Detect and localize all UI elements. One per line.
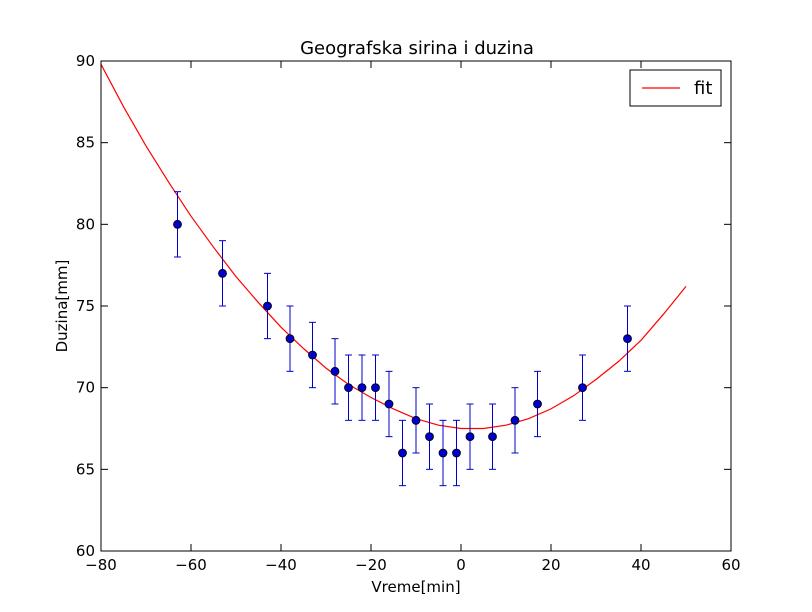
x-tick-label: −20 bbox=[355, 556, 387, 574]
data-point bbox=[357, 383, 367, 393]
data-point bbox=[285, 334, 295, 344]
plot-area bbox=[101, 61, 731, 551]
y-tick-label: 75 bbox=[76, 297, 95, 315]
data-point bbox=[263, 301, 272, 311]
y-tick-label: 70 bbox=[76, 379, 95, 397]
chart-title: Geografska sirina i duzina bbox=[300, 38, 534, 59]
x-tick-label: 60 bbox=[721, 556, 740, 574]
x-axis-label: Vreme[min] bbox=[371, 578, 460, 596]
y-tick-label: 80 bbox=[76, 215, 95, 233]
y-tick-label: 60 bbox=[76, 542, 95, 560]
x-tick-label: −80 bbox=[85, 556, 117, 574]
y-tick-label: 85 bbox=[76, 134, 95, 152]
fit-line bbox=[100, 64, 687, 430]
data-point bbox=[623, 334, 632, 344]
data-point bbox=[510, 415, 520, 425]
data-point bbox=[465, 432, 475, 442]
x-tick-label: 0 bbox=[456, 556, 466, 574]
data-point bbox=[371, 383, 380, 393]
x-tick-label: 40 bbox=[631, 556, 650, 574]
data-point bbox=[308, 350, 317, 360]
data-point bbox=[533, 399, 542, 409]
fit-layer bbox=[100, 64, 687, 430]
data-point bbox=[488, 432, 497, 442]
y-axis-label: Duzina[mm] bbox=[53, 260, 71, 353]
data-point bbox=[218, 268, 227, 278]
data-point bbox=[411, 415, 421, 425]
data-point bbox=[330, 366, 340, 376]
y-tick-label: 65 bbox=[76, 460, 95, 478]
data-point bbox=[398, 448, 407, 458]
data-point bbox=[452, 448, 461, 458]
y-tick-label: 90 bbox=[76, 52, 95, 70]
legend-fit-label: fit bbox=[694, 78, 712, 99]
x-tick-label: −40 bbox=[265, 556, 297, 574]
x-tick-label: −60 bbox=[175, 556, 207, 574]
data-point bbox=[173, 219, 182, 229]
points-layer bbox=[173, 219, 632, 458]
data-point bbox=[578, 383, 587, 393]
legend: fit bbox=[629, 69, 722, 107]
data-point bbox=[438, 448, 448, 458]
tick-layer: −80 −60 −40 −20 0 20 40 60 60 65 70 75 80 85 90 bbox=[76, 52, 741, 574]
data-point bbox=[344, 383, 353, 393]
data-point bbox=[384, 399, 394, 409]
x-tick-label: 20 bbox=[541, 556, 560, 574]
data-point bbox=[425, 432, 434, 442]
